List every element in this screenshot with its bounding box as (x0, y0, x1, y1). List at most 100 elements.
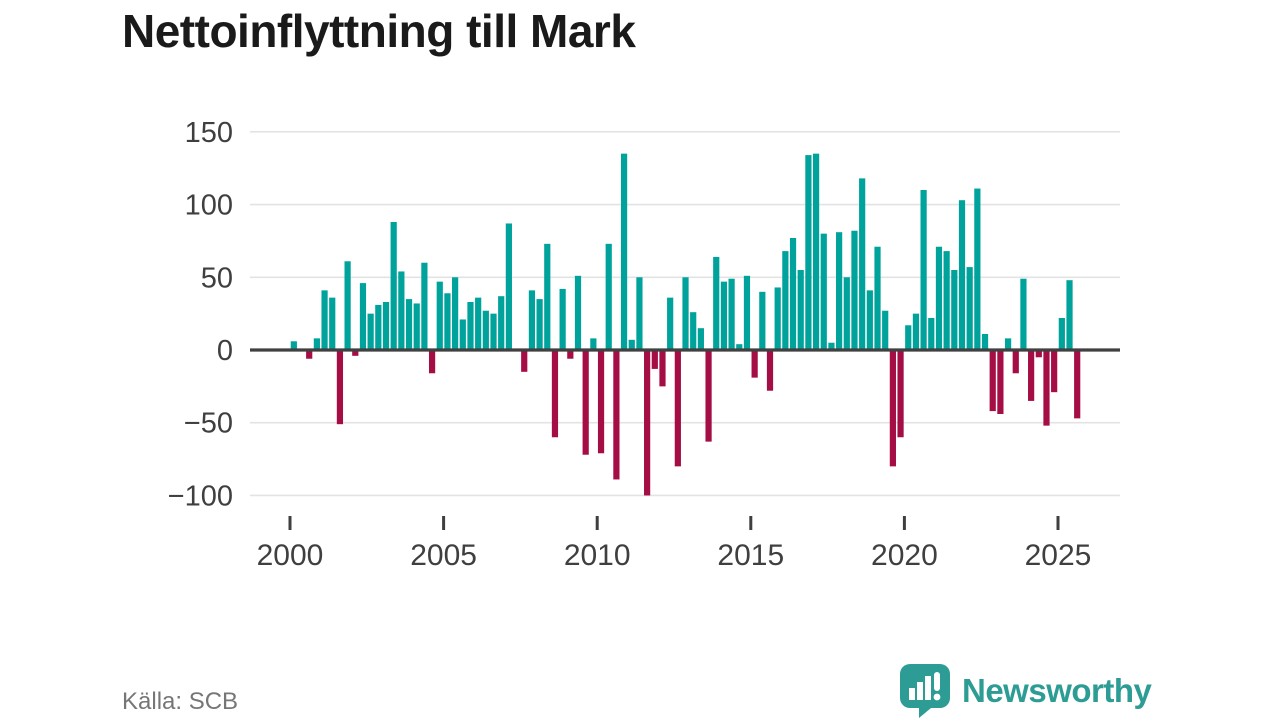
x-tick-label: 2025 (1025, 539, 1092, 572)
y-tick-label: −100 (168, 480, 233, 512)
bar (889, 350, 896, 467)
bar (359, 283, 367, 350)
bar (820, 233, 827, 350)
y-tick-label: 0 (217, 335, 233, 367)
bar (544, 243, 551, 350)
y-tick-label: 100 (185, 190, 233, 222)
bar (659, 350, 666, 387)
bar (559, 288, 566, 350)
bar (620, 153, 628, 350)
y-tick-label: 50 (201, 262, 233, 294)
bar (421, 262, 428, 350)
bar (628, 339, 635, 350)
bar (475, 297, 482, 350)
brand-name: Newsworthy (962, 672, 1152, 709)
logo-bar-3 (925, 676, 931, 700)
bar (720, 281, 728, 350)
bar (613, 350, 620, 480)
bar (551, 350, 559, 438)
bar (467, 302, 474, 350)
bar (306, 350, 313, 359)
bar (444, 293, 451, 350)
source-note: Källa: SCB (122, 688, 239, 715)
x-tick-label: 2005 (410, 539, 477, 572)
bar (728, 278, 735, 350)
bar (997, 350, 1004, 414)
bar (1051, 350, 1058, 393)
bar (943, 251, 950, 350)
bar (1074, 350, 1081, 419)
bar (321, 290, 328, 350)
bar (774, 287, 781, 350)
bar (536, 299, 543, 350)
bar (505, 223, 512, 350)
bar (1020, 278, 1027, 350)
bar (590, 338, 597, 350)
y-tick-label: 150 (185, 117, 233, 149)
bar (974, 188, 981, 350)
bar (413, 303, 420, 350)
bar (352, 350, 359, 356)
bar (805, 155, 812, 350)
bar (828, 342, 835, 350)
bar (935, 246, 943, 350)
bar (482, 310, 489, 350)
bar (1004, 338, 1012, 350)
bar (398, 271, 405, 350)
bar (567, 350, 574, 359)
bar (981, 334, 989, 350)
bar (751, 350, 758, 378)
bar (713, 256, 720, 350)
bar (1012, 350, 1019, 374)
bar (498, 296, 505, 350)
y-axis-labels: 150 100 50 0 −50 −100 (168, 117, 233, 513)
bar (958, 200, 966, 350)
bar (905, 325, 912, 350)
bar (290, 341, 297, 350)
bar (1058, 318, 1065, 350)
x-tick-label: 2020 (871, 539, 938, 572)
branding: Newsworthy (900, 664, 1152, 718)
bar (912, 313, 920, 350)
bar (644, 350, 651, 496)
bar (452, 277, 459, 350)
bar (843, 277, 850, 350)
x-axis: 2000 2005 2010 2015 2020 2025 (257, 516, 1092, 572)
bar (528, 290, 536, 350)
bar (390, 222, 397, 350)
bar (951, 270, 958, 350)
newsworthy-logo-icon (900, 664, 950, 718)
page-title: Nettoinflyttning till Mark (122, 5, 636, 57)
logo-bar-1 (909, 688, 915, 700)
bars (290, 153, 1081, 496)
bar (697, 328, 704, 350)
bar (667, 297, 674, 350)
bar (705, 350, 712, 442)
bar (313, 338, 320, 350)
bar (920, 190, 927, 350)
bar (597, 350, 605, 454)
bar (651, 350, 658, 369)
bar (866, 290, 873, 350)
bar (436, 281, 443, 350)
bar (574, 275, 582, 350)
bar (336, 350, 344, 425)
bar (1043, 350, 1050, 426)
bar (851, 230, 858, 350)
bar (966, 267, 973, 350)
bar (367, 313, 374, 350)
bar (874, 246, 881, 350)
bar (329, 297, 336, 350)
bar (459, 319, 466, 350)
y-tick-label: −50 (184, 408, 233, 440)
x-tick-label: 2000 (257, 539, 324, 572)
x-tick-label: 2015 (717, 539, 784, 572)
bar (674, 350, 681, 467)
bar (859, 178, 866, 350)
x-tick-label: 2010 (564, 539, 631, 572)
bar (789, 238, 797, 350)
bar (882, 310, 889, 350)
logo-bar-2 (917, 682, 923, 700)
bar (989, 350, 996, 412)
